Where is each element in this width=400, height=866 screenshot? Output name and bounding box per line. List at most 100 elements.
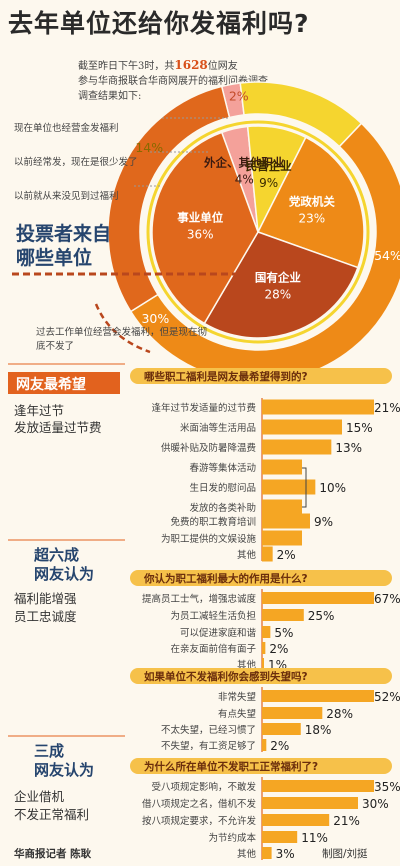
intro-line1-pre: 截至昨日下午3时，共 (78, 61, 175, 72)
outer-label-0: 现在单位也经营金发福利 (14, 123, 119, 134)
bar-label-3-0: 受八项规定影响，不敢发 (151, 781, 256, 793)
donut-chart: 外企、其他职业 4%民营企业 9% 党政机关 23% 国有企业 28% 事业单位 36% 2% 14… (12, 81, 400, 380)
inner-value-1: 9% (259, 176, 278, 190)
question-banner-0 (130, 368, 392, 384)
inner-value-2: 23% (299, 211, 326, 225)
bar-0-7 (262, 530, 302, 546)
bar-label-0-2: 供暖补贴及防暑降温费 (161, 442, 256, 454)
bar-label-0-7: 为职工提供的文娱设施 (161, 533, 257, 545)
bar-value-0-8: 2% (277, 548, 296, 562)
section2-head: 超六成 网友认为 (34, 546, 114, 584)
outer-slice-3 (107, 85, 231, 313)
group-bracket (302, 467, 307, 508)
bar-label-1-2: 可以促进家庭和谐 (180, 627, 257, 639)
bar-value-3-0: 35% (374, 780, 400, 794)
credit-right: 制图/刘挺 (322, 848, 368, 860)
bar-value-1-1: 25% (308, 609, 335, 623)
inner-slice-2 (256, 136, 365, 269)
inner-label-4: 事业单位 (177, 211, 223, 225)
inner-label-2: 党政机关 (289, 194, 335, 208)
inner-slice-4 (151, 131, 259, 325)
outer-value-1: 14% (135, 140, 163, 155)
bar-value-3-4: 3% (276, 847, 295, 861)
bar-label-0-3: 春游等集体活动 (189, 462, 256, 474)
bar-3-4 (262, 847, 272, 859)
bar-value-3-2: 21% (333, 814, 360, 828)
bar-label-2-1: 有点失望 (218, 708, 256, 720)
intro-line1-post: 位网友 (207, 61, 238, 72)
intro-count: 1628 (174, 58, 208, 72)
bar-value-0-1: 15% (346, 421, 373, 435)
bar-label-3-4: 其他 (237, 848, 257, 860)
bar-value-0-2: 13% (335, 441, 362, 455)
credit-left: 华商报记者 陈耿 (14, 848, 92, 860)
bar-0-6 (262, 513, 310, 529)
inner-label-1: 民营企业 (246, 159, 292, 173)
bar-2-1 (262, 707, 323, 719)
bar-value-2-3: 2% (270, 739, 289, 753)
bar-label-0-8: 其他 (237, 549, 257, 561)
section2-desc: 福利能增强 员工忠诚度 (14, 591, 77, 624)
voters-title-line2: 哪些单位 (16, 247, 93, 269)
intro-line2: 参与华商报联合华商网展开的福利问卷调查 (78, 76, 268, 87)
bar-value-0-0: 21% (374, 401, 400, 415)
question-banner-3 (130, 758, 392, 774)
bar-value-0-6: 9% (314, 515, 333, 529)
section3-head: 三成 网友认为 (34, 742, 114, 780)
bar-1-2 (262, 626, 271, 638)
section3-desc: 企业借机 不发正常福利 (14, 789, 90, 822)
outer-label-1: 以前经常发，现在是很少发了 (14, 157, 138, 168)
outer-label-2: 以前就从来没见到过福利 (14, 191, 119, 202)
question-title-2: 如果单位不发福利你会感到失望吗? (144, 670, 308, 683)
outer-value-2: 54% (374, 248, 400, 263)
bar-2-0 (262, 690, 374, 702)
bar-label-0-1: 米面油等生活用品 (180, 422, 256, 434)
intro-line3: 调查结果如下: (78, 91, 142, 102)
section3-big2: 网友认为 (34, 761, 95, 779)
question-title-0: 哪些职工福利是网友最希望得到的? (144, 370, 308, 383)
bar-value-1-3: 2% (269, 642, 288, 656)
bar-label-1-0: 提高员工士气，增强忠诚度 (142, 593, 257, 605)
bar-label-0-4: 生日发的慰问品 (189, 482, 256, 494)
bar-3-0 (262, 780, 374, 792)
bar-label-3-3: 为节约成本 (208, 832, 256, 844)
section2-big2: 网友认为 (34, 565, 95, 583)
bar-label-3-1: 借八项规定之名，借机不发 (142, 798, 257, 810)
bar-value-2-2: 18% (305, 723, 332, 737)
bar-1-4 (262, 658, 264, 670)
bar-0-1 (262, 419, 342, 435)
voters-title: 投票者来自 哪些单位 (16, 222, 111, 270)
bar-3-2 (262, 814, 330, 826)
bar-value-1-0: 67% (374, 592, 400, 606)
outer-slice-2 (129, 122, 400, 380)
bar-label-0-5: 发放的各类补助 (189, 502, 256, 514)
bar-label-1-1: 为员工减轻生活负担 (170, 610, 256, 622)
voters-title-line1: 投票者来自 (16, 223, 112, 245)
inner-label-0: 外企、其他职业 (203, 156, 285, 170)
bar-1-1 (262, 609, 304, 621)
bar-0-4 (262, 479, 316, 495)
bar-label-1-3: 在亲友面前倍有面子 (170, 643, 256, 655)
bar-value-2-1: 28% (326, 707, 353, 721)
bar-0-8 (262, 546, 273, 562)
voters-guide-line (12, 272, 252, 292)
outer-value-0: 2% (229, 88, 249, 103)
bar-value-3-3: 11% (301, 831, 328, 845)
section1-desc: 逢年过节 发放适量过节费 (14, 403, 102, 435)
bar-2-3 (262, 739, 267, 751)
bar-0-0 (262, 399, 374, 415)
inner-value-4: 36% (187, 228, 214, 242)
bar-label-2-3: 不失望，有工资足够了 (161, 740, 256, 752)
section1-tag: 网友最希望 (8, 372, 120, 394)
bar-0-3 (262, 459, 302, 475)
bar-1-3 (262, 642, 266, 654)
outer-label-3: 过去工作单位经营会发福利，但是现在彻底不发了 (36, 327, 208, 352)
inner-label-3: 国有企业 (255, 271, 301, 285)
question-title-3: 为什么所在单位不发职工正常福利了? (144, 760, 318, 773)
question-banner-1 (130, 570, 392, 586)
bar-label-0-0: 逢年过节发适量的过节费 (151, 402, 256, 414)
bar-1-0 (262, 592, 374, 604)
intro-text: 截至昨日下午3时，共1628位网友 参与华商报联合华商网展开的福利问卷调查 调查… (78, 58, 328, 104)
bar-value-2-0: 52% (374, 690, 400, 704)
